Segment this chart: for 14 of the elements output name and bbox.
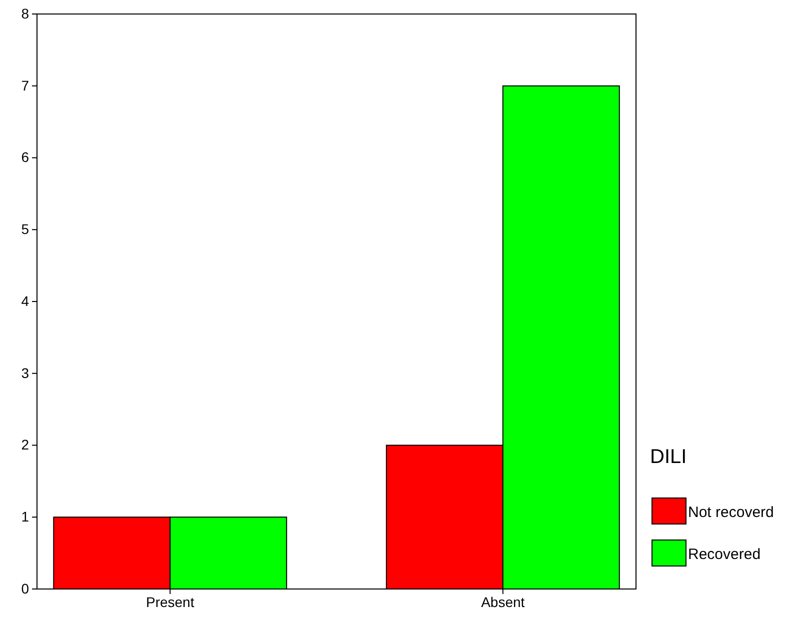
y-tick-label: 8 <box>21 5 30 22</box>
x-tick-label: Present <box>146 594 194 610</box>
y-tick-label: 4 <box>21 292 30 309</box>
legend-label: Recovered <box>688 546 761 563</box>
x-tick-label: Absent <box>481 594 525 610</box>
y-tick-label: 7 <box>21 77 30 94</box>
y-tick-label: 5 <box>21 221 30 238</box>
legend-title: DILI <box>650 446 687 468</box>
y-tick-label: 3 <box>21 364 30 381</box>
y-tick-label: 2 <box>21 436 30 453</box>
y-tick-label: 1 <box>21 508 30 525</box>
legend-label: Not recoverd <box>688 504 774 521</box>
y-tick-label: 0 <box>21 580 30 596</box>
y-tick-label: 6 <box>21 149 30 166</box>
